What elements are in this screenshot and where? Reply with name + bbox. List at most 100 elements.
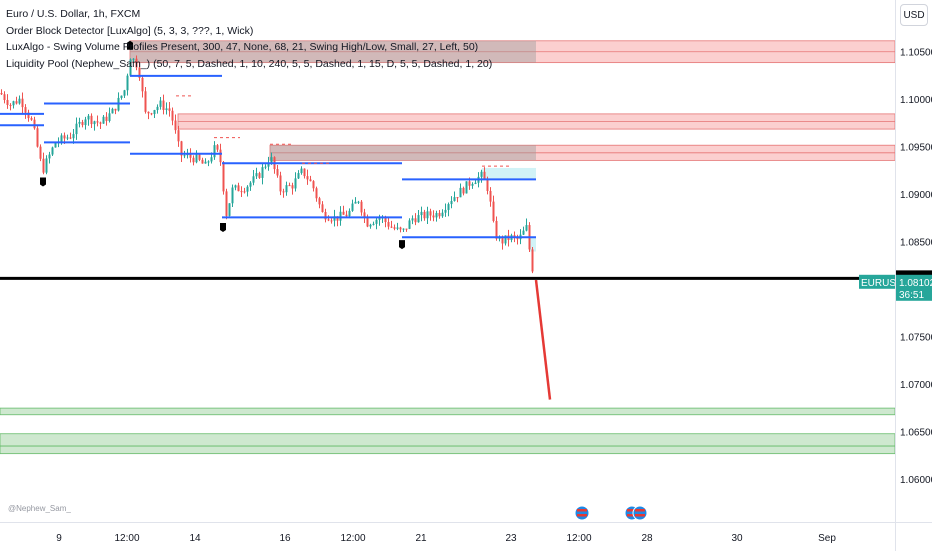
candle-body <box>36 128 39 147</box>
candle-body <box>201 159 204 164</box>
legend-indicator-order-block[interactable]: Order Block Detector [LuxAlgo] (5, 3, 3,… <box>6 24 254 37</box>
candle-body <box>294 178 297 189</box>
price-tick-8: 1.10000 <box>900 95 932 106</box>
legend-title: Euro / U.S. Dollar, 1h, FXCM <box>6 8 141 20</box>
candle-body <box>351 203 354 211</box>
legend-indicator-volume-profiles[interactable]: LuxAlgo - Swing Volume Profiles Present,… <box>6 41 479 53</box>
candle-body <box>378 218 381 220</box>
chart-area[interactable]: EURUSD Euro / U.S. Dollar, 1h, FXCM Orde… <box>0 0 903 522</box>
candle-body <box>129 59 132 76</box>
candle-body <box>246 186 249 192</box>
candle-body <box>108 113 111 121</box>
candle-body <box>63 135 66 139</box>
candle-body <box>6 99 9 105</box>
candle-body <box>150 113 153 115</box>
last-price-label: 1.08102 <box>899 278 932 289</box>
candle-body <box>105 116 108 121</box>
candle-body <box>144 91 147 112</box>
candle-body <box>66 137 69 139</box>
candle-body <box>207 161 210 163</box>
price-tick-1: 1.06500 <box>900 427 932 438</box>
candle-body <box>159 100 162 107</box>
candle-body <box>315 188 318 199</box>
candle-body <box>111 108 114 114</box>
candle-body <box>240 191 243 193</box>
candle-body <box>303 168 306 177</box>
legend-indicator-liquidity-pool[interactable]: Liquidity Pool (Nephew_Sam_) (50, 7, 5, … <box>6 57 493 70</box>
candle-body <box>375 219 378 224</box>
price-chart[interactable]: EURUSD <box>0 0 903 522</box>
zone-green-8 <box>0 433 896 447</box>
candle-body <box>174 120 177 131</box>
candle-body <box>459 187 462 198</box>
legend: Euro / U.S. Dollar, 1h, FXCM Order Block… <box>6 6 492 72</box>
candle-body <box>48 154 51 159</box>
zone-cyan-5 <box>482 167 536 180</box>
candle-body <box>258 173 261 178</box>
time-tick-6: 23 <box>505 533 517 544</box>
candle-body <box>405 228 408 230</box>
currency-button[interactable]: USD <box>900 4 928 26</box>
time-axis[interactable]: 9 12:00 14 16 12:00 21 23 12:00 28 30 Sep <box>0 522 895 551</box>
candle-body <box>420 211 423 216</box>
time-tick-4: 12:00 <box>340 533 365 544</box>
zone-cyan-6 <box>530 237 536 252</box>
candle-body <box>228 203 231 216</box>
candle-body <box>360 201 363 213</box>
candle-body <box>180 141 183 156</box>
candle-body <box>120 95 123 98</box>
candle-body <box>264 166 267 168</box>
candle-body <box>402 228 405 230</box>
swing-marker-0 <box>40 177 46 187</box>
candle-body <box>93 121 96 125</box>
event-flag-icon-2 <box>632 505 648 521</box>
price-tick-9: 1.10500 <box>900 48 932 59</box>
candle-body <box>96 121 99 123</box>
candle-body <box>0 93 3 95</box>
candle-body <box>126 75 129 91</box>
time-tick-0: 9 <box>56 533 62 544</box>
candle-body <box>462 187 465 194</box>
candle-body <box>345 214 348 217</box>
candle-body <box>324 212 327 220</box>
candle-body <box>468 181 471 186</box>
candle-body <box>18 98 21 104</box>
price-scale[interactable]: USD 1.060001.065001.070001.075001.080001… <box>895 0 932 522</box>
candle-body <box>447 204 450 210</box>
zone-gray-4 <box>270 145 536 161</box>
candle-body <box>501 237 504 244</box>
candle-body <box>24 107 27 113</box>
candle-body <box>78 121 81 124</box>
time-tick-7: 12:00 <box>566 533 591 544</box>
candle-body <box>354 201 357 204</box>
candle-body <box>84 119 87 126</box>
candle-body <box>453 197 456 201</box>
candle-body <box>384 217 387 223</box>
candle-body <box>189 154 192 158</box>
candle-body <box>387 222 390 227</box>
candle-body <box>438 212 441 217</box>
candle-body <box>300 168 303 174</box>
price-tick-7: 1.09500 <box>900 143 932 154</box>
candle-body <box>243 191 246 193</box>
candle-body <box>261 167 264 178</box>
candle-body <box>138 67 141 78</box>
candle-body <box>21 98 24 108</box>
candle-body <box>456 197 459 199</box>
candle-body <box>255 173 258 177</box>
candle-body <box>219 149 222 163</box>
time-tick-8: 28 <box>641 533 653 544</box>
candle-body <box>216 145 219 150</box>
candle-body <box>330 220 333 222</box>
candle-body <box>318 198 321 205</box>
candle-body <box>279 175 282 192</box>
candle-body <box>282 191 285 193</box>
candle-body <box>51 147 54 155</box>
candle-body <box>75 123 78 135</box>
candle-body <box>69 137 72 139</box>
candle-body <box>114 108 117 111</box>
candle-body <box>54 142 57 148</box>
candle-body <box>291 185 294 189</box>
price-tick-0: 1.06000 <box>900 475 932 486</box>
candle-body <box>504 235 507 244</box>
